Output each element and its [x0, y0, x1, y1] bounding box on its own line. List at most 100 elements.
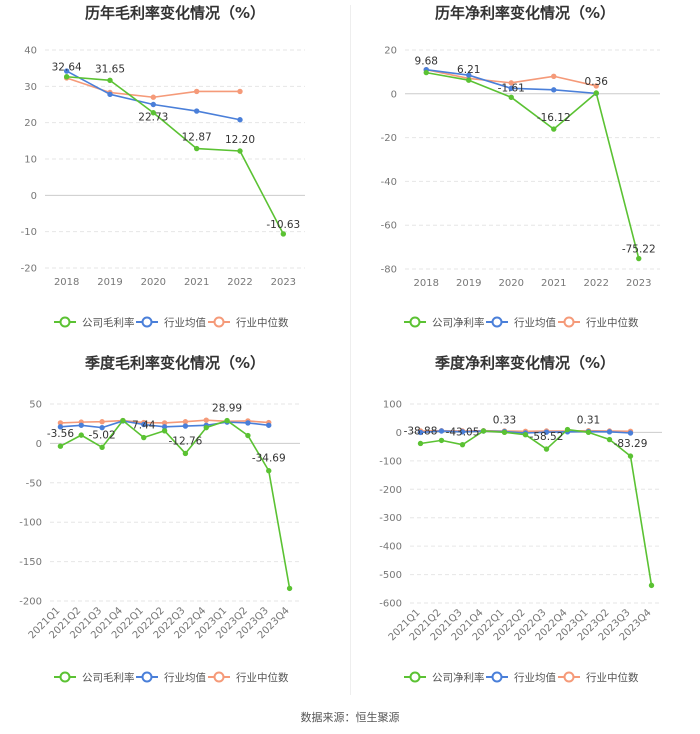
- series-line-company: [60, 419, 291, 589]
- data-point-company: [466, 77, 472, 83]
- data-point-company: [237, 148, 243, 154]
- data-label: 12.87: [182, 132, 212, 144]
- quarterly-gross-margin-chart: 季度毛利率变化情况（%） -200 -150 -100 -50 0 50 2021Q1 2021…: [0, 350, 350, 700]
- x-tick-label: 2022: [584, 278, 609, 289]
- annual-net-margin-chart: 历年净利率变化情况（%） -80 -60 -40 -20 0 20 2018 2019 2020 2…: [350, 0, 700, 350]
- legend-label: 行业中位数: [236, 671, 289, 684]
- data-label: -3.56: [47, 428, 74, 440]
- data-point-company: [480, 428, 487, 434]
- legend-marker: [141, 671, 153, 683]
- data-point-median: [193, 88, 200, 95]
- x-tick-label: 2021: [541, 278, 566, 289]
- data-point-company: [245, 432, 251, 439]
- data-point-company: [636, 255, 642, 262]
- data-source: 数据来源：恒生聚源: [300, 711, 400, 724]
- legend-marker: [491, 671, 503, 683]
- data-point-avg: [459, 429, 466, 435]
- data-point-median: [551, 73, 557, 79]
- data-point-company: [627, 453, 634, 459]
- data-point-avg: [78, 422, 84, 428]
- data-point-company: [564, 426, 571, 433]
- data-point-avg: [150, 101, 157, 108]
- y-tick-label: 10: [24, 155, 37, 166]
- data-point-median: [593, 83, 599, 89]
- legend-label: 行业均值: [164, 316, 206, 329]
- data-point-company: [593, 90, 599, 96]
- x-tick-label: 2020: [141, 277, 166, 288]
- legend-label: 行业中位数: [236, 316, 289, 329]
- chart-title: 季度净利率变化情况（%）: [435, 354, 615, 372]
- legend-marker: [491, 316, 503, 328]
- y-tick-label: -50: [26, 478, 42, 489]
- y-tick-label: 0: [36, 439, 42, 450]
- legend-label: 行业均值: [164, 671, 206, 684]
- y-tick-label: 50: [29, 400, 42, 411]
- legend-marker: [59, 671, 71, 683]
- annual-net-margin-svg: 历年净利率变化情况（%） -80 -60 -40 -20 0 20 2018 2019 2020 2…: [381, 4, 660, 329]
- y-tick-label: 0: [31, 191, 37, 202]
- data-point-avg: [266, 422, 272, 428]
- chart-title: 历年净利率变化情况（%）: [435, 4, 615, 22]
- legend-marker: [59, 316, 71, 328]
- data-point-median: [237, 88, 243, 95]
- y-tick-label: -20: [21, 264, 37, 275]
- data-point-avg: [543, 429, 550, 435]
- y-tick-label: -20: [381, 133, 397, 144]
- legend-label: 公司毛利率: [82, 671, 135, 684]
- data-label: -83.29: [614, 438, 648, 450]
- legend-label: 公司毛利率: [82, 316, 135, 329]
- data-label: -12.76: [168, 435, 202, 447]
- data-point-median: [508, 80, 514, 86]
- y-tick-label: -60: [381, 221, 397, 232]
- data-label: 0.31: [577, 414, 600, 426]
- y-tick-label: 20: [384, 46, 397, 57]
- data-point-company: [203, 424, 209, 431]
- data-point-company: [141, 434, 147, 441]
- y-tick-label: -200: [379, 485, 402, 496]
- data-point-company: [648, 582, 655, 589]
- data-point-avg: [245, 420, 251, 426]
- data-point-company: [459, 441, 466, 448]
- x-tick-label: 2018: [414, 278, 439, 289]
- series-line-company: [426, 71, 640, 259]
- y-tick-label: -40: [381, 177, 397, 188]
- legend-marker: [141, 316, 153, 328]
- y-tick-label: 40: [24, 46, 37, 57]
- data-point-avg: [508, 85, 514, 92]
- y-tick-label: -10: [21, 227, 37, 238]
- data-point-company: [585, 429, 592, 436]
- data-label: 31.65: [95, 63, 125, 75]
- data-point-company: [438, 437, 445, 444]
- x-tick-label: 2023: [626, 278, 651, 289]
- data-point-company: [280, 231, 287, 237]
- data-point-avg: [99, 424, 105, 431]
- data-label: 0.36: [585, 76, 609, 88]
- data-point-company: [543, 446, 550, 452]
- data-point-company: [99, 444, 105, 451]
- data-point-avg: [182, 423, 189, 429]
- y-tick-label: 20: [24, 118, 37, 129]
- x-tick-label: 2022: [227, 277, 252, 288]
- data-label: 0.33: [493, 414, 516, 426]
- series-line-median: [66, 77, 240, 99]
- chart-title: 历年毛利率变化情况（%）: [85, 4, 265, 22]
- legend-marker: [213, 671, 225, 683]
- data-label: -1.61: [498, 82, 525, 94]
- y-tick-label: 0: [391, 89, 397, 100]
- x-tick-label: 2019: [97, 277, 122, 288]
- panel-divider: [350, 5, 351, 695]
- data-point-avg: [466, 72, 472, 78]
- quarterly-net-margin-svg: 季度净利率变化情况（%） -600 -500 -400 -300 -200 -100 0 100…: [379, 354, 662, 684]
- legend-marker: [213, 316, 225, 328]
- data-label: -58.52: [530, 431, 564, 443]
- data-point-avg: [551, 87, 557, 93]
- data-label: 6.21: [457, 64, 480, 76]
- y-tick-label: -500: [379, 570, 402, 581]
- data-point-avg: [107, 91, 113, 98]
- data-point-avg: [438, 428, 445, 434]
- data-point-median: [150, 94, 157, 100]
- data-point-company: [551, 126, 557, 132]
- y-tick-label: -200: [19, 597, 42, 608]
- y-tick-label: -600: [379, 599, 402, 610]
- y-tick-label: -80: [381, 265, 397, 276]
